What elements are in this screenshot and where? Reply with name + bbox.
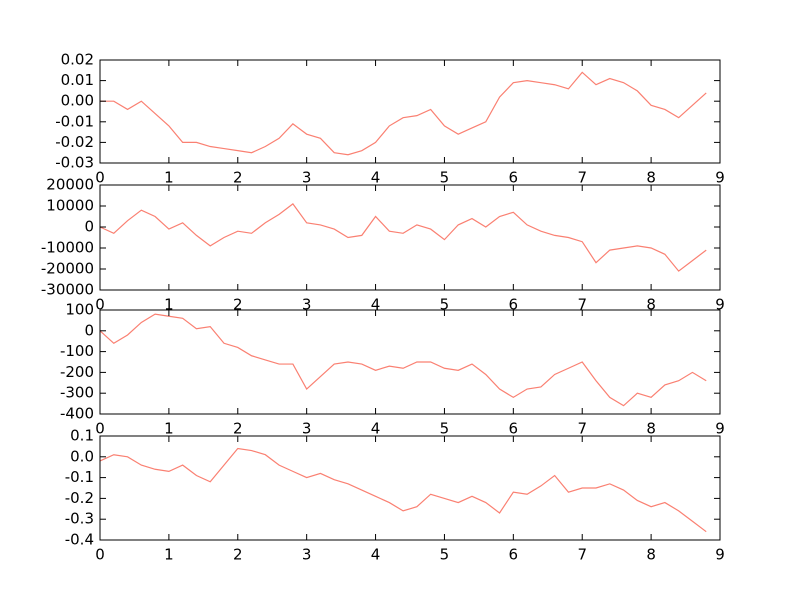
y-tick-label: -20000 bbox=[41, 260, 94, 278]
x-tick-label: 2 bbox=[233, 169, 243, 187]
x-tick-label: 3 bbox=[302, 420, 312, 438]
x-tick-label: 0 bbox=[95, 420, 105, 438]
y-tick-label: -100 bbox=[60, 342, 94, 360]
axes-frame bbox=[99, 309, 721, 415]
y-tick-label: 0.00 bbox=[61, 92, 94, 110]
x-tick-label: 4 bbox=[371, 296, 381, 314]
x-tick-label: 5 bbox=[440, 296, 450, 314]
y-tick-label: 0.1 bbox=[70, 427, 94, 445]
axes-frame bbox=[99, 184, 721, 291]
x-tick-label: 0 bbox=[95, 296, 105, 314]
x-tick-label: 5 bbox=[440, 169, 450, 187]
y-tick-label: -200 bbox=[60, 363, 94, 381]
y-tick-label: -300 bbox=[60, 384, 94, 402]
x-tick-label: 3 bbox=[302, 546, 312, 564]
x-tick-label: 2 bbox=[233, 296, 243, 314]
x-tick-label: 8 bbox=[646, 420, 656, 438]
data-line bbox=[100, 71, 707, 156]
x-tick-label: 4 bbox=[371, 420, 381, 438]
x-tick-label: 7 bbox=[577, 169, 587, 187]
x-tick-label: 8 bbox=[646, 546, 656, 564]
x-tick-label: 9 bbox=[715, 296, 725, 314]
x-tick-label: 3 bbox=[302, 296, 312, 314]
y-tick-label: 0.0 bbox=[70, 447, 94, 465]
y-tick-label: 100 bbox=[65, 301, 94, 319]
y-tick-label: 20000 bbox=[46, 176, 94, 194]
x-tick-label: 6 bbox=[509, 296, 519, 314]
x-tick-label: 4 bbox=[371, 546, 381, 564]
x-tick-label: 1 bbox=[164, 420, 174, 438]
axes-frame bbox=[99, 435, 721, 541]
x-tick-label: 7 bbox=[577, 546, 587, 564]
x-tick-label: 7 bbox=[577, 420, 587, 438]
x-tick-label: 8 bbox=[646, 296, 656, 314]
y-tick-label: -0.2 bbox=[65, 489, 94, 507]
y-tick-label: -0.03 bbox=[55, 154, 94, 172]
axes-frame bbox=[99, 59, 721, 164]
x-tick-label: 9 bbox=[715, 169, 725, 187]
x-tick-label: 8 bbox=[646, 169, 656, 187]
x-tick-label: 9 bbox=[715, 420, 725, 438]
x-tick-label: 0 bbox=[95, 546, 105, 564]
y-tick-label: -400 bbox=[60, 405, 94, 423]
y-tick-label: 0 bbox=[84, 321, 94, 339]
y-tick-label: -0.01 bbox=[55, 112, 94, 130]
y-tick-label: -0.1 bbox=[65, 468, 94, 486]
x-tick-label: 6 bbox=[509, 169, 519, 187]
y-tick-label: 0.01 bbox=[61, 71, 94, 89]
x-tick-label: 3 bbox=[302, 169, 312, 187]
x-tick-label: 7 bbox=[577, 296, 587, 314]
y-tick-label: -10000 bbox=[41, 239, 94, 257]
y-tick-label: -30000 bbox=[41, 281, 94, 299]
x-tick-label: 1 bbox=[164, 296, 174, 314]
x-tick-label: 6 bbox=[509, 420, 519, 438]
x-tick-label: 5 bbox=[440, 546, 450, 564]
y-tick-label: 0.02 bbox=[61, 51, 94, 69]
y-tick-label: -0.02 bbox=[55, 133, 94, 151]
x-tick-label: 9 bbox=[715, 546, 725, 564]
x-tick-label: 5 bbox=[440, 420, 450, 438]
data-line bbox=[99, 447, 707, 533]
x-tick-label: 2 bbox=[233, 546, 243, 564]
x-tick-label: 1 bbox=[164, 546, 174, 564]
data-line bbox=[99, 203, 707, 272]
y-tick-label: 10000 bbox=[46, 197, 94, 215]
y-tick-label: -0.3 bbox=[65, 510, 94, 528]
data-line bbox=[99, 313, 707, 407]
y-tick-label: -0.4 bbox=[65, 531, 94, 549]
y-tick-label: 0 bbox=[84, 218, 94, 236]
x-tick-label: 4 bbox=[371, 169, 381, 187]
x-tick-label: 1 bbox=[164, 169, 174, 187]
x-tick-label: 2 bbox=[233, 420, 243, 438]
x-tick-label: 0 bbox=[95, 169, 105, 187]
x-tick-label: 6 bbox=[509, 546, 519, 564]
